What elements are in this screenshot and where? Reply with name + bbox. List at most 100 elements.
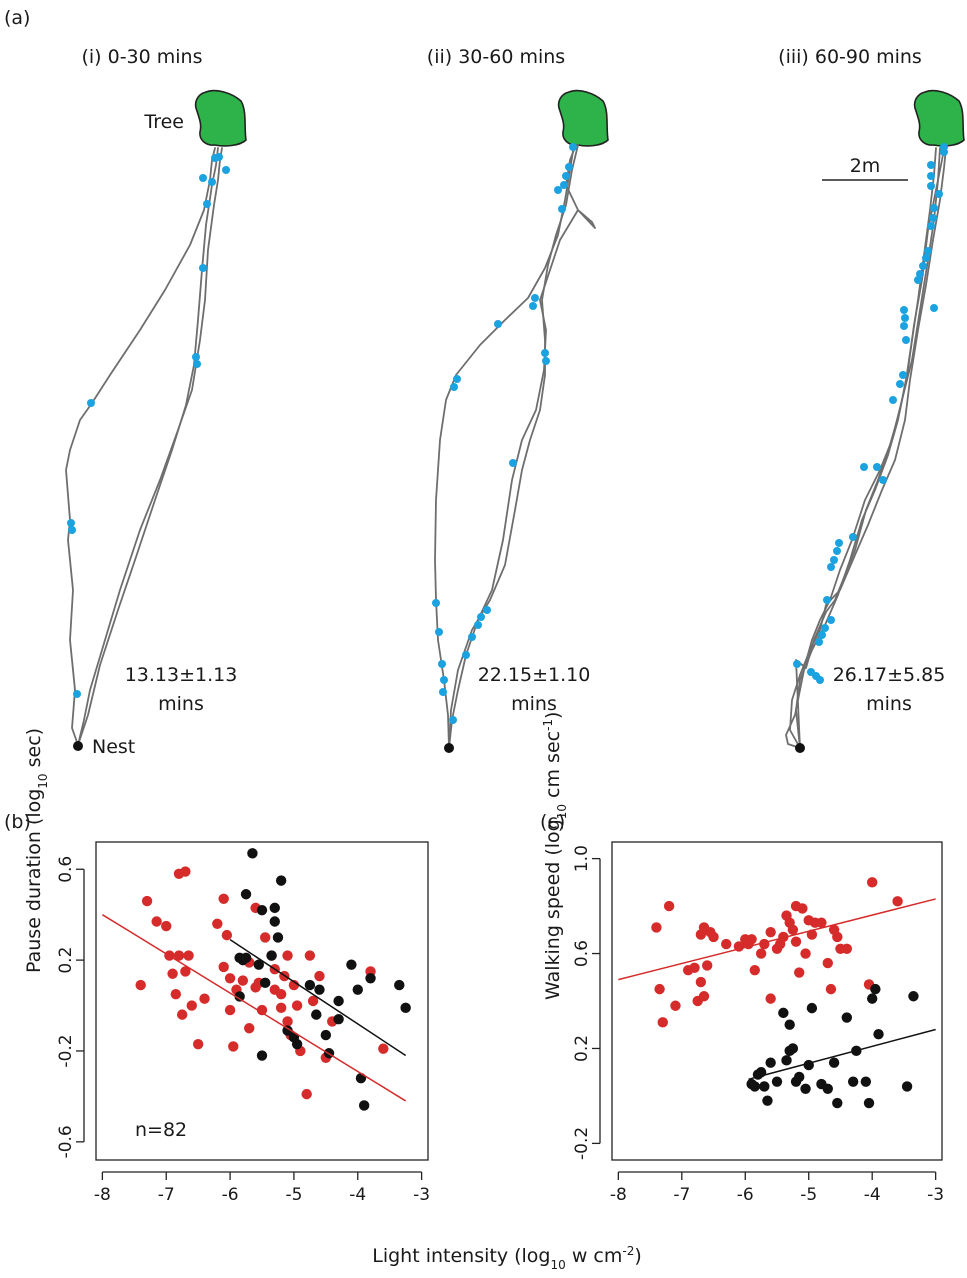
data-point (176, 1009, 188, 1020)
data-point (708, 931, 719, 943)
pause-point (833, 547, 841, 555)
data-point (654, 983, 665, 995)
pause-point (793, 660, 801, 668)
pause-point (927, 182, 935, 190)
data-point (218, 893, 229, 904)
data-point (259, 932, 271, 943)
data-point (860, 1076, 872, 1087)
data-point (358, 1100, 370, 1111)
track-map-ii-title: (ii) 30-60 mins (427, 46, 565, 68)
data-point (304, 950, 316, 961)
data-point (657, 1017, 668, 1028)
panel-b: (b) -8 -7 -6 -5 -4 -3 -0.6 -0.2 0.2 0.6 n=82 Pause… (4, 728, 430, 1205)
y-tick-label: -0.2 (572, 1127, 592, 1160)
pause-point (896, 380, 904, 388)
pause-point (927, 161, 935, 169)
data-point (333, 1013, 344, 1025)
pause-point (529, 302, 537, 310)
data-point (272, 932, 284, 943)
data-point (908, 991, 919, 1002)
x-tick-label: -5 (800, 1185, 817, 1205)
pause-point (927, 222, 935, 230)
x-axis-title: Light intensity (log10 w cm-2) (372, 1244, 642, 1272)
pause-point (924, 247, 932, 255)
pause-point (192, 353, 200, 361)
data-point (400, 1002, 411, 1014)
data-point (275, 1002, 287, 1014)
data-point (847, 1076, 859, 1087)
tree-icon (194, 89, 247, 147)
x-tick-label: -7 (673, 1185, 690, 1205)
pause-points (793, 143, 948, 684)
pause-point (827, 616, 835, 624)
pause-points (67, 153, 230, 698)
data-point (234, 991, 245, 1002)
plot-frame (611, 841, 943, 1161)
data-point (291, 1038, 303, 1050)
pause-point (900, 322, 908, 330)
pause-point (816, 676, 824, 684)
data-point (311, 1009, 322, 1020)
data-point (794, 967, 805, 978)
data-point (771, 1076, 783, 1087)
data-point (721, 938, 732, 950)
data-point (183, 950, 194, 961)
data-point (670, 1000, 681, 1011)
pause-point (438, 660, 446, 668)
data-point (269, 916, 280, 927)
x-tick-label: -8 (94, 1185, 111, 1205)
data-point (816, 917, 827, 928)
pause-point (435, 628, 443, 636)
data-point (787, 924, 799, 936)
pause-point (483, 606, 491, 614)
pause-point (199, 174, 207, 182)
x-tick-label: -7 (158, 1185, 175, 1205)
pause-point (215, 153, 223, 161)
data-point (170, 988, 182, 1000)
pause-point (860, 463, 868, 471)
pause-point (450, 383, 458, 391)
data-point (135, 979, 146, 991)
duration-unit: mins (158, 693, 204, 715)
data-point (221, 929, 233, 941)
panel-a-label: (a) (4, 7, 30, 29)
y-tick-label: -0.6 (56, 1125, 76, 1158)
pause-point (554, 186, 562, 194)
data-point (282, 950, 293, 961)
data-point (825, 983, 837, 995)
plot-frame (95, 841, 429, 1161)
data-point (314, 970, 325, 982)
pause-point (830, 556, 838, 564)
data-point (186, 1000, 197, 1011)
pause-point (509, 459, 517, 467)
data-point (762, 1095, 773, 1106)
data-point (765, 993, 776, 1004)
data-point (240, 952, 252, 964)
tree-label: Tree (143, 111, 184, 133)
data-point (228, 1041, 239, 1052)
track-map-ii: (ii) 30-60 mins (427, 46, 609, 753)
pause-point (474, 621, 482, 629)
data-point (256, 1004, 268, 1016)
data-point (266, 950, 277, 961)
data-point (212, 918, 223, 929)
data-point (749, 964, 760, 976)
y-tick-label: 1.0 (572, 845, 592, 872)
track-path (448, 144, 596, 749)
x-tick-label: -6 (737, 1185, 754, 1205)
pause-point (462, 651, 470, 659)
pause-point (835, 539, 843, 547)
duration-unit: mins (866, 693, 912, 715)
pause-point (849, 533, 857, 541)
duration-value: 26.17±5.85 (833, 664, 946, 686)
data-point (161, 920, 172, 932)
pause-point (494, 320, 502, 328)
pause-point (900, 306, 908, 314)
pause-points (432, 143, 577, 724)
data-point (365, 973, 376, 984)
scale-bar-label: 2m (850, 155, 881, 177)
y-axis-title: Pause duration (log10 sec) (23, 728, 50, 973)
pause-point (558, 205, 566, 213)
data-point (275, 875, 287, 886)
data-point (355, 1073, 367, 1084)
